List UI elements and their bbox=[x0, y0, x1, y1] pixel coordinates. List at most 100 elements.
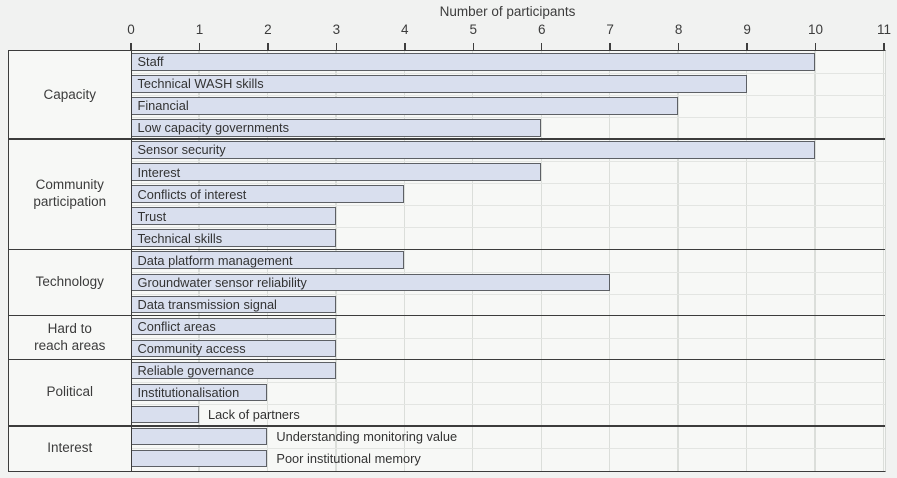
bar: Conflict areas bbox=[130, 317, 336, 336]
category-label: Political bbox=[46, 384, 94, 400]
axis-tick-label: 9 bbox=[743, 22, 751, 37]
chart-frame: Staff Technical WASH skills Financial Low c… bbox=[8, 50, 886, 472]
axis-tick-label: 11 bbox=[876, 22, 892, 37]
axis-tick-label: 3 bbox=[332, 22, 341, 37]
axis-tick-label: 4 bbox=[401, 22, 409, 37]
bar: Groundwater sensor reliability bbox=[130, 273, 610, 292]
row-separator bbox=[132, 205, 885, 207]
section-separator bbox=[9, 248, 885, 251]
category-cell: Political bbox=[9, 360, 131, 426]
axis-tick-label: 0 bbox=[127, 22, 135, 37]
category-label: Capacity bbox=[43, 86, 97, 102]
bar-label: Poor institutional memory bbox=[276, 451, 421, 467]
bar-label: Data platform management bbox=[137, 252, 293, 268]
tick-mark bbox=[609, 43, 611, 50]
gridline bbox=[882, 51, 885, 471]
bar: Technical skills bbox=[130, 229, 336, 247]
section-separator bbox=[9, 314, 885, 317]
axis-tick-label: 1 bbox=[195, 22, 204, 37]
bar: Technical WASH skills bbox=[130, 75, 747, 93]
tick-mark bbox=[335, 43, 338, 50]
bar-label: Community access bbox=[137, 340, 246, 356]
tick-mark bbox=[130, 43, 132, 50]
bar: Interest bbox=[130, 163, 542, 181]
bar-label: Groundwater sensor reliability bbox=[137, 274, 307, 290]
category-cell: Interest bbox=[9, 426, 131, 470]
bar: Institutionalisation bbox=[130, 383, 268, 402]
bar-label: Low capacity governments bbox=[137, 120, 290, 136]
bar-label: Understanding monitoring value bbox=[276, 429, 458, 445]
row-separator bbox=[132, 183, 885, 185]
axis-tick-label: 5 bbox=[469, 22, 478, 37]
row-separator bbox=[132, 95, 885, 97]
gridline bbox=[814, 51, 816, 471]
bar-label: Trust bbox=[137, 208, 167, 224]
row-separator bbox=[132, 117, 885, 119]
bar-label: Sensor security bbox=[137, 142, 226, 158]
section-separator bbox=[9, 138, 885, 140]
category-cell: Capacity bbox=[9, 51, 131, 139]
axis-tick-label: 2 bbox=[264, 22, 272, 37]
tick-mark bbox=[198, 43, 201, 50]
bar-label: Technical WASH skills bbox=[137, 76, 264, 92]
category-cell: Technology bbox=[9, 249, 131, 315]
tick-mark bbox=[404, 43, 406, 50]
bar: Financial bbox=[130, 97, 679, 115]
bar-label: Interest bbox=[137, 164, 181, 180]
section-separator bbox=[9, 358, 885, 361]
tick-mark bbox=[883, 43, 885, 50]
row-separator bbox=[132, 293, 885, 295]
category-label: Hard to reach areas bbox=[34, 320, 106, 353]
bar-label: Data transmission signal bbox=[137, 296, 277, 312]
row-separator bbox=[132, 337, 885, 339]
bar: Reliable governance bbox=[130, 361, 336, 380]
bar: Data transmission signal bbox=[130, 295, 336, 314]
bar-label: Technical skills bbox=[137, 230, 223, 246]
bar-label: Reliable governance bbox=[137, 363, 255, 378]
axis-tick-label: 6 bbox=[537, 22, 546, 37]
bar: Trust bbox=[130, 207, 336, 225]
tick-mark bbox=[541, 43, 543, 50]
bar: Data platform management bbox=[130, 251, 405, 270]
bar-label: Financial bbox=[137, 98, 189, 114]
bar-label: Staff bbox=[137, 54, 164, 70]
category-cell: Community participation bbox=[9, 139, 131, 249]
row-separator bbox=[132, 381, 885, 383]
section-separator bbox=[9, 425, 885, 427]
bar bbox=[130, 449, 268, 468]
bar: Conflicts of interest bbox=[130, 185, 405, 203]
bar: Community access bbox=[130, 339, 336, 358]
tick-mark bbox=[472, 43, 474, 50]
x-axis-title: Number of participants bbox=[439, 4, 576, 19]
axis-tick-label: 7 bbox=[606, 22, 614, 37]
bar-label: Institutionalisation bbox=[137, 385, 240, 401]
bar-label: Lack of partners bbox=[207, 407, 300, 423]
bar-label: Conflict areas bbox=[137, 318, 216, 334]
bar bbox=[130, 405, 199, 424]
gridline bbox=[745, 51, 748, 471]
category-label: Community participation bbox=[33, 177, 107, 210]
category-label: Interest bbox=[47, 439, 93, 455]
category-cell: Hard to reach areas bbox=[9, 316, 131, 360]
gridline bbox=[472, 51, 474, 471]
category-column: Capacity Community participation Technolog… bbox=[9, 51, 132, 471]
gridline bbox=[677, 51, 679, 471]
bar-label: Conflicts of interest bbox=[137, 186, 247, 202]
axis-tick-label: 10 bbox=[808, 22, 824, 37]
bar: Sensor security bbox=[130, 141, 816, 159]
gridline bbox=[540, 51, 542, 471]
bar: Low capacity governments bbox=[130, 119, 542, 137]
tick-mark bbox=[814, 43, 817, 50]
row-separator bbox=[132, 161, 885, 163]
tick-mark bbox=[677, 43, 680, 50]
gridline bbox=[608, 51, 611, 471]
row-separator bbox=[132, 271, 885, 273]
axis-tick-label: 8 bbox=[674, 22, 683, 37]
row-separator bbox=[132, 227, 885, 229]
bar bbox=[130, 427, 268, 446]
tick-mark bbox=[746, 43, 748, 50]
tick-mark bbox=[267, 43, 269, 50]
row-separator bbox=[132, 73, 885, 75]
row-separator bbox=[132, 447, 885, 449]
